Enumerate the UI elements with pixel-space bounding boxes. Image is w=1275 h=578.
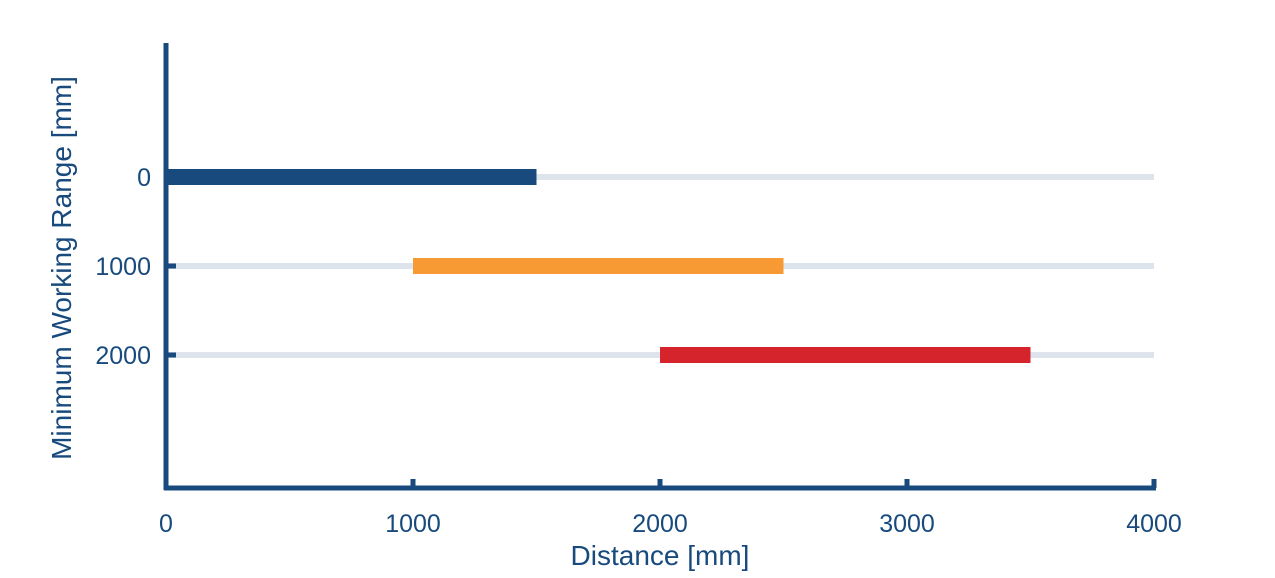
x-tick-label-0: 0 [159, 510, 173, 538]
bar-layer [166, 169, 1031, 363]
x-axis-title: Distance [mm] [571, 540, 750, 571]
range-bar-0 [166, 169, 537, 185]
y-tick-label-2000: 2000 [95, 342, 151, 370]
y-tick-label-1000: 1000 [95, 253, 151, 281]
y-tick-label-0: 0 [137, 164, 151, 192]
y-axis-title: Minimum Working Range [mm] [46, 76, 77, 460]
x-tick-label-3000: 3000 [879, 510, 935, 538]
range-bar-2000 [660, 347, 1031, 363]
range-bar-1000 [413, 258, 784, 274]
x-tick-label-2000: 2000 [632, 510, 688, 538]
tick-layer: 0 1000 2000 3000 4000 0 1000 2000 [95, 164, 1181, 538]
x-tick-label-1000: 1000 [385, 510, 441, 538]
x-tick-label-4000: 4000 [1126, 510, 1182, 538]
